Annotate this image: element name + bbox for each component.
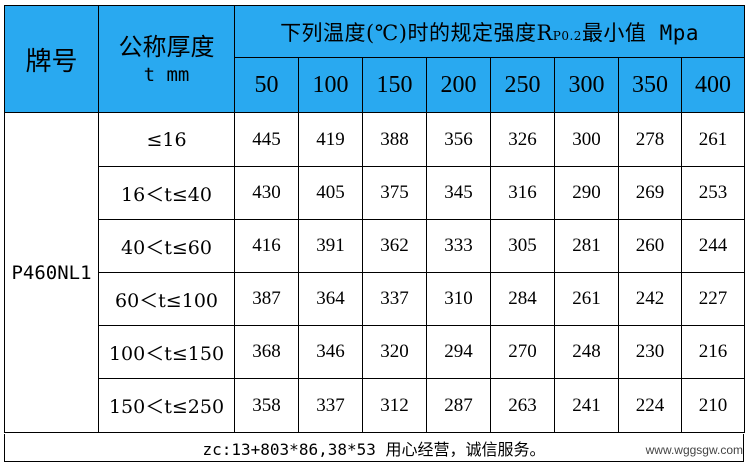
strength-value-cell: 278 <box>618 112 682 167</box>
strength-value-cell: 242 <box>618 272 682 326</box>
strength-value-cell: 287 <box>426 378 491 433</box>
strength-value-cell: 227 <box>680 272 746 326</box>
table-row: 150＜t≤250 358 337 312 287 263 241 224 210 <box>5 378 746 433</box>
strength-value-cell: 326 <box>490 112 555 167</box>
strength-value-cell: 310 <box>426 272 491 326</box>
strength-value-cell: 405 <box>298 166 363 220</box>
strength-value-cell: 346 <box>298 325 363 379</box>
strength-value-cell: 281 <box>554 219 619 273</box>
temperature-column-header: 200 <box>426 57 491 113</box>
brand-header: 牌号 <box>4 5 99 113</box>
strength-value-cell: 248 <box>554 325 619 379</box>
strength-value-cell: 216 <box>680 325 746 379</box>
grade-cell: P460NL1 <box>4 112 99 433</box>
strength-value-cell: 260 <box>618 219 682 273</box>
thickness-range-cell: 16＜t≤40 <box>98 166 235 220</box>
thickness-range-cell: 40＜t≤60 <box>98 219 235 273</box>
temperature-header-prefix: 下列温度(℃)时的规定强度R <box>280 20 553 45</box>
strength-value-cell: 362 <box>362 219 427 273</box>
temperature-column-header: 400 <box>680 57 746 113</box>
table-row: 60＜t≤100 387 364 337 310 284 261 242 227 <box>5 272 746 326</box>
strength-value-cell: 269 <box>618 166 682 220</box>
strength-value-cell: 364 <box>298 272 363 326</box>
strength-value-cell: 210 <box>680 378 746 433</box>
strength-value-cell: 356 <box>426 112 491 167</box>
strength-value-cell: 445 <box>234 112 299 167</box>
strength-value-cell: 333 <box>426 219 491 273</box>
thickness-range-cell: 60＜t≤100 <box>98 272 235 326</box>
strength-value-cell: 358 <box>234 378 299 433</box>
thickness-range-cell: 100＜t≤150 <box>98 325 235 379</box>
strength-value-cell: 337 <box>362 272 427 326</box>
temperature-header: 下列温度(℃)时的规定强度RP0.2最小值 Mpa <box>233 5 746 58</box>
strength-value-cell: 300 <box>554 112 619 167</box>
strength-value-cell: 430 <box>234 166 299 220</box>
strength-value-cell: 230 <box>618 325 682 379</box>
temperature-column-header: 300 <box>554 57 619 113</box>
strength-value-cell: 261 <box>554 272 619 326</box>
strength-value-cell: 337 <box>298 378 363 433</box>
strength-value-cell: 388 <box>362 112 427 167</box>
thickness-header: 公称厚度 t mm <box>98 5 235 113</box>
table-row: 100＜t≤150 368 346 320 294 270 248 230 216 <box>5 325 746 379</box>
table-row: 40＜t≤60 416 391 362 333 305 281 260 244 <box>5 219 746 273</box>
footer-contact-text: zc:13+803*86,38*53 用心经营，诚信服务。 <box>202 440 546 459</box>
thickness-header-title: 公称厚度 <box>118 33 215 61</box>
footer-bar: zc:13+803*86,38*53 用心经营，诚信服务。 <box>4 434 744 462</box>
temperature-column-header: 250 <box>490 57 555 113</box>
strength-value-cell: 244 <box>680 219 746 273</box>
temperature-column-header: 100 <box>298 57 363 113</box>
thickness-range-cell: 150＜t≤250 <box>98 378 235 433</box>
strength-value-cell: 345 <box>426 166 491 220</box>
strength-value-cell: 316 <box>490 166 555 220</box>
strength-value-cell: 263 <box>490 378 555 433</box>
strength-value-cell: 284 <box>490 272 555 326</box>
strength-value-cell: 368 <box>234 325 299 379</box>
strength-value-cell: 419 <box>298 112 363 167</box>
strength-value-cell: 375 <box>362 166 427 220</box>
strength-table: 牌号 公称厚度 t mm 下列温度(℃)时的规定强度RP0.2最小值 Mpa 5… <box>4 5 746 433</box>
strength-value-cell: 261 <box>680 112 746 167</box>
table-row: 16＜t≤40 430 405 375 345 316 290 269 253 <box>5 166 746 220</box>
temperature-column-header: 150 <box>362 57 427 113</box>
strength-value-cell: 270 <box>490 325 555 379</box>
strength-value-cell: 290 <box>554 166 619 220</box>
site-watermark: www.wggsgw.com <box>645 443 743 457</box>
strength-value-cell: 294 <box>426 325 491 379</box>
temperature-column-header: 50 <box>234 57 299 113</box>
strength-value-cell: 416 <box>234 219 299 273</box>
strength-value-cell: 241 <box>554 378 619 433</box>
temperature-column-header: 350 <box>618 57 682 113</box>
thickness-range-cell: ≤16 <box>98 112 235 167</box>
strength-value-cell: 305 <box>490 219 555 273</box>
table-row: P460NL1 ≤16 445 419 388 356 326 300 278 261 <box>4 112 746 433</box>
temperature-header-suffix: 最小值 Mpa <box>581 20 700 45</box>
temperature-header-subscript: P0.2 <box>552 28 582 43</box>
strength-value-cell: 253 <box>680 166 746 220</box>
thickness-header-unit: t mm <box>143 64 190 86</box>
strength-value-cell: 312 <box>362 378 427 433</box>
strength-value-cell: 391 <box>298 219 363 273</box>
strength-value-cell: 224 <box>618 378 682 433</box>
strength-value-cell: 320 <box>362 325 427 379</box>
strength-value-cell: 387 <box>234 272 299 326</box>
